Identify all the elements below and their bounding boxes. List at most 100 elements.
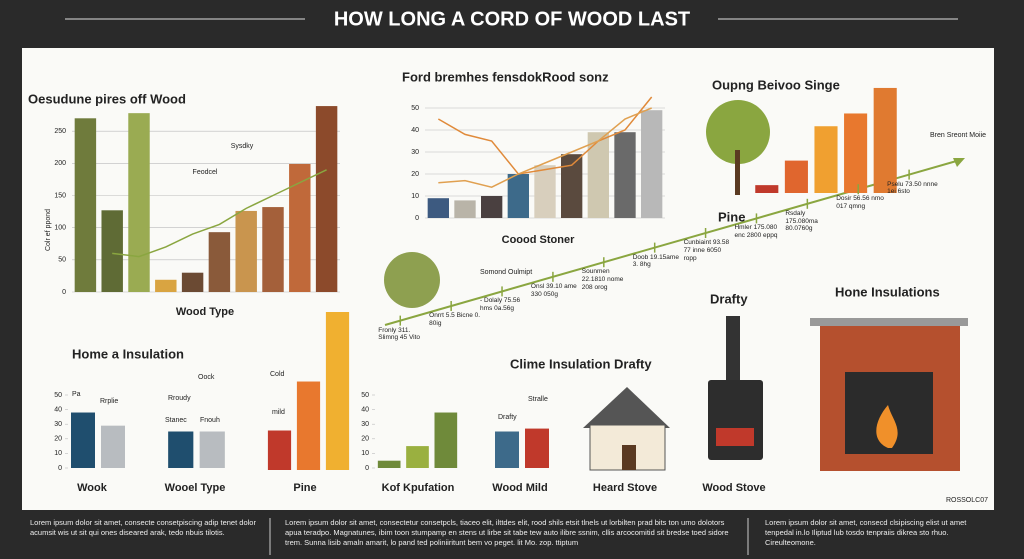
footer-block: Lorem ipsum dolor sit amet, consectetur … (285, 518, 729, 547)
bar (454, 200, 476, 218)
fire (716, 428, 754, 446)
bar (128, 113, 150, 292)
timeline-label: Onrrt 5.5 Bicne 0. 80ig (429, 312, 481, 327)
y-tick-label: 20 (361, 436, 369, 443)
x-label: Wook (77, 482, 108, 494)
chart-title: Oesudune pires off Wood (28, 91, 186, 106)
chart-title: Ford bremhes fensdokRood sonz (402, 69, 609, 84)
y-tick-label: 0 (365, 465, 369, 472)
bar (614, 132, 636, 218)
bar (325, 312, 350, 470)
pipe (726, 316, 740, 384)
label: Pine (718, 209, 745, 224)
y-tick-label: 50 (361, 392, 369, 399)
y-tick-label: 40 (361, 406, 369, 413)
y-tick-label: 40 (54, 406, 62, 413)
bar (267, 430, 292, 470)
timeline-label-box: Pselu 73.50 nnne 1ei 6sto (887, 180, 938, 196)
tree (706, 100, 770, 164)
label: Clime Insulation Drafty (510, 356, 652, 371)
y-tick-label: 30 (361, 421, 369, 428)
mantel (810, 318, 968, 326)
y-tick-label: 40 (411, 127, 419, 134)
bar (168, 431, 194, 468)
x-label: Wooel Type (165, 482, 226, 494)
footer-block: Lorem ipsum dolor sit amet, consecd clsi… (765, 518, 967, 547)
x-label: Wood Type (176, 306, 234, 318)
annotation: Oock (198, 374, 215, 381)
timeline-label: Onsl 39.10 ame 330 050g (530, 282, 577, 298)
y-tick-label: 50 (58, 257, 66, 264)
label: Wood Stove (702, 482, 765, 494)
bar (561, 154, 583, 218)
annotation: Feodcel (193, 169, 218, 176)
bar (289, 163, 311, 292)
bar (71, 412, 95, 468)
y-tick-label: 0 (415, 215, 419, 222)
flame (876, 405, 898, 448)
timeline-label: Cunbiaint 93.58 77 inne 6050 ropp (683, 239, 730, 262)
y-tick-label: 0 (62, 289, 66, 296)
bar (495, 431, 519, 468)
annotation: Fnouh (200, 417, 220, 424)
bar (427, 198, 449, 218)
bar (235, 210, 257, 292)
bar (587, 132, 609, 218)
credit: ROSSOLC07 (946, 497, 988, 504)
title: HOW LONG A CORD OF WOOD LAST (334, 8, 690, 30)
bar (507, 174, 529, 218)
y-tick-label: 100 (54, 225, 66, 232)
bar (784, 160, 808, 193)
bar (101, 210, 123, 292)
bar (155, 279, 177, 292)
y-tick-label: 30 (54, 421, 62, 428)
annotation: Pa (72, 391, 81, 398)
timeline-label: - Dolaly 75.56 hms 0a.56g (480, 297, 521, 313)
x-label: Wood Mild (492, 482, 547, 494)
timeline-label: Pselu 73.50 nnne 1ei 6sto (887, 180, 938, 196)
chart-title: Home a Insulation (72, 346, 184, 361)
timeline-label: Doob 19.15ame 3. 8hg (632, 253, 679, 269)
annotation: Stralle (528, 396, 548, 403)
timeline-heading: Somond Oulmipt (480, 269, 532, 276)
y-tick-label: 10 (411, 193, 419, 200)
bar (296, 381, 321, 470)
bar (199, 431, 225, 468)
y-tick-label: 30 (411, 149, 419, 156)
annotation: Drafty (498, 414, 517, 421)
roof (583, 387, 670, 428)
x-label: Pine (293, 482, 316, 494)
y-tick-label: 250 (54, 128, 66, 135)
bar (814, 126, 838, 193)
y-tick-label: 50 (411, 105, 419, 112)
timeline-label-box: - Dolaly 75.56 hms 0a.56g (480, 297, 521, 313)
footer-text: Lorem ipsum dolor sit amet, consecd clsi… (765, 518, 967, 547)
timeline-label-box: Onsl 39.10 ame 330 050g (530, 282, 577, 298)
bar (434, 412, 458, 468)
y-tick-label: 0 (58, 465, 62, 472)
bar (101, 425, 125, 468)
footer-text: Lorem ipsum dolor sit amet, consectetur … (285, 518, 729, 547)
stove (708, 380, 763, 460)
annotation: Stanec (165, 417, 187, 424)
timeline-label-box: Hmler 175.080 enc 2800 eppq (734, 224, 778, 240)
bar (481, 196, 503, 218)
annotation: Rroudy (168, 395, 191, 402)
bar (406, 446, 429, 468)
timeline-label-box: Cunbiaint 93.58 77 inne 6050 ropp (683, 239, 730, 262)
bar (641, 110, 663, 218)
trunk (735, 150, 740, 195)
bar (534, 165, 556, 218)
x-label: Coood Stoner (502, 234, 575, 246)
arrowhead (953, 158, 965, 167)
bar (525, 428, 549, 468)
annotation: Cold (270, 371, 285, 378)
door (622, 445, 636, 470)
timeline-label: Hmler 175.080 enc 2800 eppq (734, 224, 778, 240)
timeline-label: Rsdaly 175.080ma 80.0760g (785, 209, 818, 233)
y-tick-label: 20 (411, 171, 419, 178)
timeline-label-box: Dosir 56.56 nmo 017 qmng (836, 195, 884, 210)
bar (74, 118, 97, 292)
bar (208, 232, 231, 292)
